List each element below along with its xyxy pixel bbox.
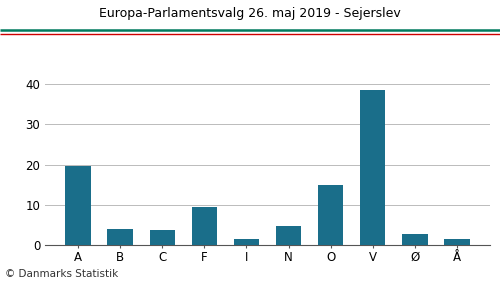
Bar <box>65 166 90 245</box>
Text: Europa-Parlamentsvalg 26. maj 2019 - Sejerslev: Europa-Parlamentsvalg 26. maj 2019 - Sej… <box>99 7 401 20</box>
Bar <box>402 234 427 245</box>
Bar <box>444 239 470 245</box>
Bar <box>276 226 301 245</box>
Bar <box>318 185 344 245</box>
Bar <box>150 230 175 245</box>
Bar <box>360 90 386 245</box>
Bar <box>234 239 259 245</box>
Bar <box>108 229 132 245</box>
Text: © Danmarks Statistik: © Danmarks Statistik <box>5 269 118 279</box>
Bar <box>192 207 217 245</box>
